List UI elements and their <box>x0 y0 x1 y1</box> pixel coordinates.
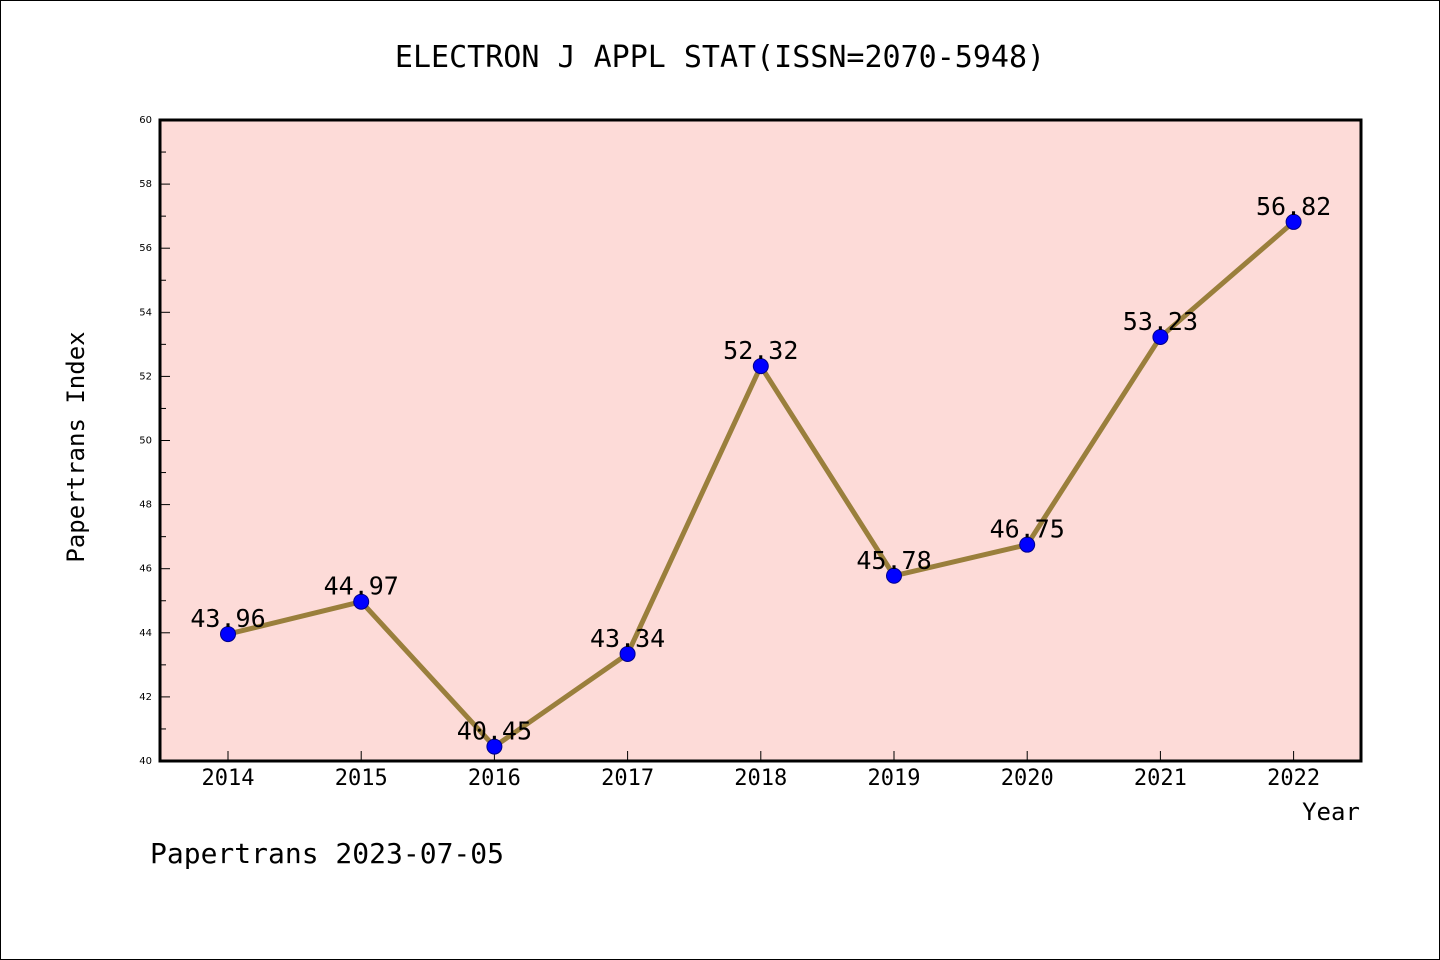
data-label: 53.23 <box>1123 307 1198 336</box>
x-tick-label: 2017 <box>601 766 654 791</box>
x-tick-label: 2016 <box>468 766 521 791</box>
y-tick-label: 58 <box>139 179 152 190</box>
x-tick-label: 2020 <box>1001 766 1054 791</box>
data-point <box>220 626 236 643</box>
plot-border <box>158 118 1363 763</box>
data-points <box>220 213 1302 755</box>
data-label: 45.78 <box>856 546 931 575</box>
data-point <box>353 593 370 610</box>
data-point <box>1019 536 1036 553</box>
data-labels: 43.96 44.97 40.45 43.34 52.32 45.78 46.75 53.23… <box>190 192 1331 746</box>
data-label: 56.82 <box>1256 192 1331 221</box>
plot-area <box>160 120 1361 761</box>
y-tick-label: 56 <box>139 243 152 254</box>
data-point <box>1152 328 1169 345</box>
x-axis-label: Year <box>1302 798 1360 826</box>
data-label: 52.32 <box>723 336 798 365</box>
data-label: 44.97 <box>324 572 399 601</box>
y-tick-label: 40 <box>139 756 152 767</box>
data-label: 43.96 <box>190 604 265 633</box>
y-axis-label: Papertrans Index <box>62 331 90 562</box>
data-point <box>619 645 636 662</box>
data-label: 43.34 <box>590 624 665 653</box>
y-tick-label: 50 <box>139 436 152 447</box>
y-tick-label: 46 <box>139 564 152 575</box>
x-tick-label: 2015 <box>335 766 388 791</box>
x-tick-label: 2014 <box>202 766 255 791</box>
x-axis-ticks: 2014 2015 2016 2017 2018 2019 2020 2021 2022 <box>202 751 1320 791</box>
y-axis-ticks: 40 42 44 46 48 50 52 54 56 58 60 <box>139 115 170 767</box>
y-tick-label: 52 <box>139 371 152 382</box>
data-label: 46.75 <box>990 515 1065 544</box>
y-tick-label: 60 <box>139 115 152 126</box>
x-tick-label: 2019 <box>868 766 921 791</box>
x-tick-label: 2018 <box>734 766 787 791</box>
y-tick-label: 54 <box>139 307 152 318</box>
data-label: 40.45 <box>457 717 532 746</box>
footer-date: Papertrans 2023-07-05 <box>150 837 504 870</box>
data-point <box>486 738 503 755</box>
chart-title: ELECTRON J APPL STAT(ISSN=2070-5948) <box>395 40 1045 75</box>
data-point <box>886 567 902 584</box>
y-tick-label: 42 <box>139 692 152 703</box>
data-point <box>752 358 769 375</box>
x-tick-label: 2022 <box>1267 766 1320 791</box>
data-point <box>1285 213 1302 230</box>
y-tick-label: 44 <box>139 628 152 639</box>
y-tick-label: 48 <box>139 500 152 511</box>
x-tick-label: 2021 <box>1134 766 1187 791</box>
